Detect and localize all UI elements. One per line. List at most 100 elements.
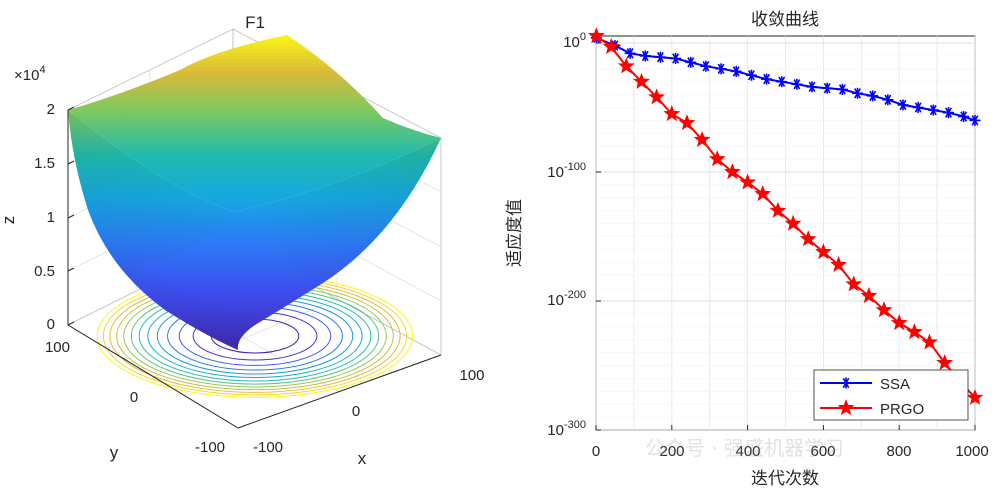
x-tick-label: 1000 <box>955 443 988 460</box>
data-point <box>654 51 666 63</box>
z-axis-label: z <box>0 216 18 225</box>
x-tick-label: -100 <box>253 439 283 456</box>
surface-title: F1 <box>245 13 265 32</box>
data-point <box>678 114 696 131</box>
data-point <box>715 63 727 75</box>
convergence-plot: 收敛曲线 100 10-100 10-200 10-300 适应度值 0 200… <box>505 10 989 489</box>
data-point <box>912 102 924 113</box>
z-scale-label: ×104 <box>14 64 46 84</box>
data-point <box>693 130 711 147</box>
y-tick-exponent: 0 <box>580 31 586 43</box>
y-tick-exponent: -100 <box>564 161 586 173</box>
y-tick-label: 10-300 <box>547 419 586 439</box>
y-axis-label: y <box>110 443 119 462</box>
z-tick-label: 1 <box>47 209 55 226</box>
y-axis-label: 适应度值 <box>505 199 525 267</box>
series-layer <box>588 27 984 405</box>
y-tick-base: 10 <box>547 292 564 309</box>
data-point <box>830 256 848 273</box>
x-axis-label: 迭代次数 <box>751 469 819 489</box>
y-tick-base: 10 <box>547 422 564 439</box>
y-tick-base: 10 <box>563 34 580 51</box>
data-point <box>927 104 939 116</box>
watermark: 公众号 · 强盛机器学习 <box>645 436 844 460</box>
data-point <box>663 105 681 122</box>
data-point <box>791 78 803 90</box>
plot-grid <box>595 36 976 431</box>
y-tick-base: 10 <box>547 164 564 181</box>
surface <box>68 35 441 350</box>
x-axis: -100 0 100 x <box>253 367 485 468</box>
data-point <box>588 27 605 44</box>
data-point <box>730 65 742 77</box>
data-point <box>936 354 954 371</box>
data-point <box>921 333 938 350</box>
x-tick-label: 200 <box>659 443 684 460</box>
z-scale-exponent: 4 <box>39 64 45 76</box>
data-point <box>821 82 833 94</box>
data-point <box>852 87 864 99</box>
y-axis: 100 0 -100 y <box>45 339 225 462</box>
data-point <box>890 314 908 331</box>
y-tick-exponent: -300 <box>564 419 586 431</box>
y-tick-label: 0 <box>130 389 138 406</box>
data-point <box>769 201 787 218</box>
data-point <box>617 57 635 74</box>
surface-back-rim <box>68 35 441 212</box>
data-point <box>784 214 802 231</box>
x-tick-label: 100 <box>459 367 484 384</box>
data-point <box>799 230 817 247</box>
x-axis-linear: 0 200 400 600 800 1000 迭代次数 <box>592 443 989 489</box>
legend-label-ssa: SSA <box>880 376 910 393</box>
data-point <box>685 56 697 68</box>
data-point <box>745 69 757 81</box>
data-point <box>724 163 741 180</box>
x-tick-label: 800 <box>886 443 911 460</box>
z-axis: 0 0.5 1 1.5 2 ×104 z <box>0 64 75 333</box>
surface-plot: F1 <box>0 13 485 468</box>
data-point <box>836 83 848 95</box>
data-point <box>806 81 818 93</box>
y-axis-log: 100 10-100 10-200 10-300 适应度值 <box>505 31 586 439</box>
series-ssa <box>590 32 981 126</box>
y-tick-label: 100 <box>563 31 586 51</box>
z-tick-label: 2 <box>47 101 55 118</box>
legend-marker <box>837 399 855 416</box>
data-point <box>969 114 981 126</box>
data-point <box>670 52 682 64</box>
z-tick-label: 0 <box>47 316 55 333</box>
data-point <box>700 60 712 72</box>
data-point <box>845 275 863 292</box>
data-point <box>882 94 894 106</box>
x-tick-label: 400 <box>735 443 760 460</box>
y-tick-label: 10-100 <box>547 161 586 181</box>
series-prgo <box>588 27 984 405</box>
z-tick-label: 0.5 <box>34 263 55 280</box>
x-tick-label: 0 <box>352 403 360 420</box>
surface-shading <box>68 110 441 350</box>
y-tick-label: 10-200 <box>547 289 586 309</box>
data-point <box>624 47 636 59</box>
legend-marker <box>840 377 852 389</box>
legend-marker-ssa <box>840 377 852 389</box>
data-point <box>639 50 651 62</box>
data-point <box>942 107 954 119</box>
data-point <box>958 111 970 123</box>
data-point <box>633 72 650 89</box>
legend: SSA PRGO <box>813 369 969 421</box>
x-axis-label: x <box>358 449 367 468</box>
x-tick-label: 600 <box>810 443 835 460</box>
surface-inner-ridge <box>140 212 300 305</box>
data-point <box>897 99 909 111</box>
data-point <box>648 88 665 105</box>
data-point <box>708 150 726 167</box>
data-point <box>867 90 879 102</box>
data-point <box>860 286 878 303</box>
data-point <box>602 38 620 54</box>
z-scale-base: ×10 <box>14 67 39 84</box>
legend-marker-prgo <box>837 399 855 416</box>
data-point <box>776 76 788 88</box>
data-point <box>966 388 984 405</box>
y-tick-label: 100 <box>45 339 70 356</box>
